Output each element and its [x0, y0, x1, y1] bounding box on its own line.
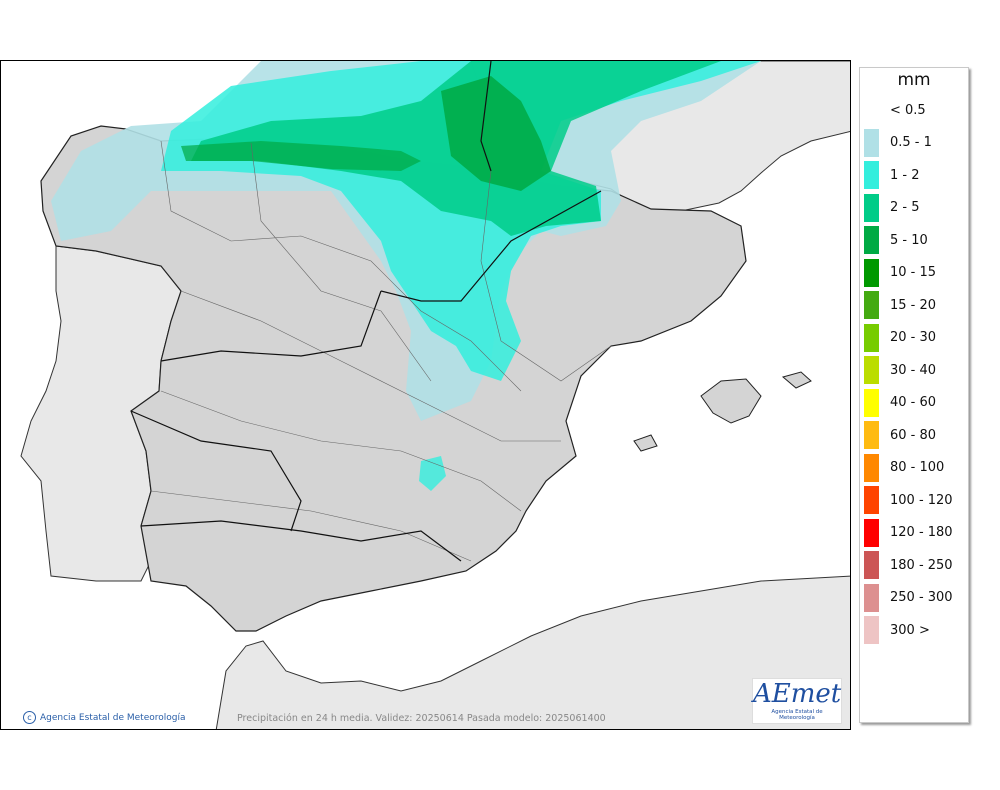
legend-swatch [864, 323, 879, 352]
legend-swatch [864, 356, 879, 384]
legend-label: 300 > [890, 622, 930, 638]
legend-item: 0.5 - 1 [864, 128, 932, 157]
map-canvas [1, 61, 850, 729]
legend-swatch [864, 616, 879, 644]
region-boundaries [130, 61, 602, 562]
legend-item: 30 - 40 [864, 356, 936, 384]
africa-land [215, 575, 850, 729]
legend-swatch [864, 226, 879, 254]
legend-label: 120 - 180 [890, 525, 953, 540]
legend-swatch [864, 453, 879, 482]
logo-subtitle: Agencia Estatal de Meteorología [771, 709, 823, 721]
legend-label: 60 - 80 [890, 427, 937, 443]
legend-item: 2 - 5 [864, 193, 920, 222]
legend-item: < 0.5 [864, 96, 926, 124]
legend-swatch [864, 421, 879, 449]
legend-label: 1 - 2 [890, 167, 920, 183]
legend-swatch [864, 96, 879, 124]
ibiza-land [633, 434, 658, 452]
legend-item: 300 > [864, 616, 930, 644]
precipitation-legend: mm < 0.5 0.5 - 1 1 - 2 2 - 5 5 - 10 10 - 15 15… [859, 67, 969, 723]
legend-label: 180 - 250 [890, 557, 953, 573]
precip-band-1-2-south [419, 456, 446, 491]
legend-label: 30 - 40 [890, 362, 937, 378]
legend-label: 40 - 60 [890, 395, 937, 410]
precip-band-5-10 [441, 76, 551, 191]
legend-swatch [864, 161, 879, 189]
legend-label: < 0.5 [890, 102, 926, 118]
legend-label: 80 - 100 [890, 460, 945, 475]
legend-swatch [864, 583, 879, 612]
mallorca-land [700, 378, 762, 424]
legend-item: 100 - 120 [864, 486, 953, 514]
legend-swatch [864, 258, 879, 287]
legend-item: 20 - 30 [864, 323, 937, 352]
copyright-icon: c [23, 711, 36, 724]
legend-label: 250 - 300 [890, 590, 953, 605]
legend-label: 15 - 20 [890, 297, 937, 313]
legend-label: 100 - 120 [890, 492, 953, 508]
legend-swatch [864, 128, 879, 157]
logo-wordmark: AEmet [753, 679, 842, 709]
legend-item: 1 - 2 [864, 161, 920, 189]
legend-item: 15 - 20 [864, 291, 936, 319]
credit-text: Agencia Estatal de Meteorología [40, 712, 186, 723]
legend-item: 5 - 10 [864, 226, 928, 254]
menorca-land [781, 371, 812, 389]
legend-item: 250 - 300 [864, 583, 953, 612]
legend-item: 60 - 80 [864, 421, 936, 449]
legend-swatch [864, 193, 879, 222]
legend-swatch [864, 518, 879, 547]
legend-item: 80 - 100 [864, 453, 945, 482]
legend-item: 180 - 250 [864, 551, 953, 579]
legend-label: 0.5 - 1 [890, 135, 932, 150]
legend-unit: mm [897, 70, 931, 90]
precip-band-5-10-coast [181, 141, 421, 171]
legend-item: 40 - 60 [864, 388, 937, 417]
legend-swatch [864, 388, 879, 417]
legend-swatch [864, 551, 879, 579]
legend-label: 5 - 10 [890, 232, 928, 248]
legend-label: 2 - 5 [890, 200, 920, 215]
legend-swatch [864, 291, 879, 319]
legend-swatch [864, 486, 879, 514]
agency-credit: c Agencia Estatal de Meteorología [23, 711, 186, 724]
validity-caption: Precipitación en 24 h media. Validez: 20… [237, 713, 606, 724]
province-boundaries [150, 140, 612, 562]
legend-item: 10 - 15 [864, 258, 937, 287]
legend-label: 10 - 15 [890, 265, 937, 280]
aemet-logo: AEmet Agencia Estatal de Meteorología [752, 678, 842, 724]
precipitation-map: c Agencia Estatal de Meteorología Precip… [0, 60, 851, 730]
legend-item: 120 - 180 [864, 518, 953, 547]
legend-label: 20 - 30 [890, 330, 937, 345]
